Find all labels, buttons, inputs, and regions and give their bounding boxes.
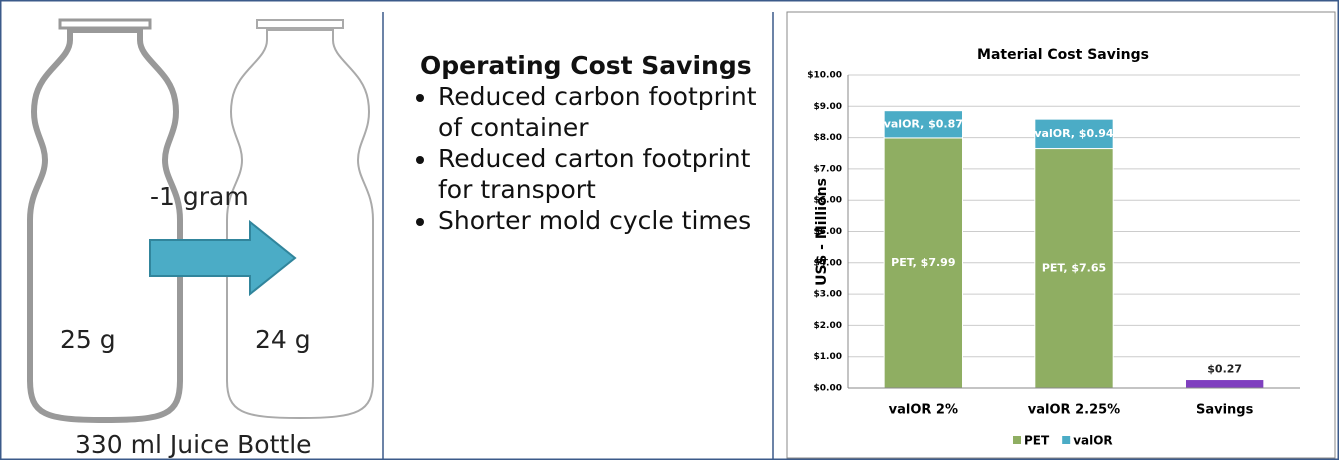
text-block: Operating Cost Savings Reduced carbon fo… — [398, 50, 768, 236]
y-tick-label: $2.00 — [814, 321, 842, 331]
bullet: Reduced carbon footprint of container — [438, 81, 768, 143]
y-tick-label: $8.00 — [814, 133, 842, 143]
bullet: Shorter mold cycle times — [438, 205, 768, 236]
bar-segment — [1185, 380, 1263, 388]
chart-title: Material Cost Savings — [977, 47, 1149, 63]
y-tick-label: $0.00 — [814, 384, 842, 394]
x-tick-label: valOR 2.25% — [1028, 403, 1120, 418]
legend-swatch — [1013, 436, 1021, 444]
slide: Material Cost Savings US$ - Millions $0.… — [0, 0, 1339, 460]
bullet: Reduced carton footprint for transport — [438, 143, 768, 205]
weight-change: -1 gram — [150, 182, 249, 211]
weight-label: 25 g — [60, 325, 116, 354]
y-tick-label: $7.00 — [814, 164, 842, 174]
bullet-list: Reduced carbon footprint of container Re… — [398, 81, 768, 236]
legend-label: PET — [1024, 434, 1050, 448]
caption: 330 ml Juice Bottle — [75, 430, 312, 459]
y-tick-label: $10.00 — [807, 71, 842, 81]
y-tick-label: $9.00 — [814, 102, 842, 112]
data-label: valOR, $0.94 — [1034, 127, 1114, 140]
y-tick-label: $5.00 — [814, 227, 842, 237]
y-tick-label: $1.00 — [814, 352, 842, 362]
y-tick-label: $3.00 — [814, 290, 842, 300]
data-label: PET, $7.99 — [891, 256, 955, 269]
y-tick-label: $4.00 — [814, 258, 842, 268]
x-tick-label: Savings — [1196, 403, 1254, 418]
y-tick-label: $6.00 — [814, 196, 842, 206]
data-label: PET, $7.65 — [1042, 261, 1106, 274]
x-tick-label: valOR 2% — [889, 403, 958, 418]
legend-swatch — [1062, 436, 1070, 444]
legend-label: valOR — [1073, 434, 1112, 448]
data-label: valOR, $0.87 — [884, 117, 963, 130]
heading: Operating Cost Savings — [420, 50, 768, 81]
data-label: $0.27 — [1207, 363, 1242, 376]
weight-label: 24 g — [255, 325, 311, 354]
